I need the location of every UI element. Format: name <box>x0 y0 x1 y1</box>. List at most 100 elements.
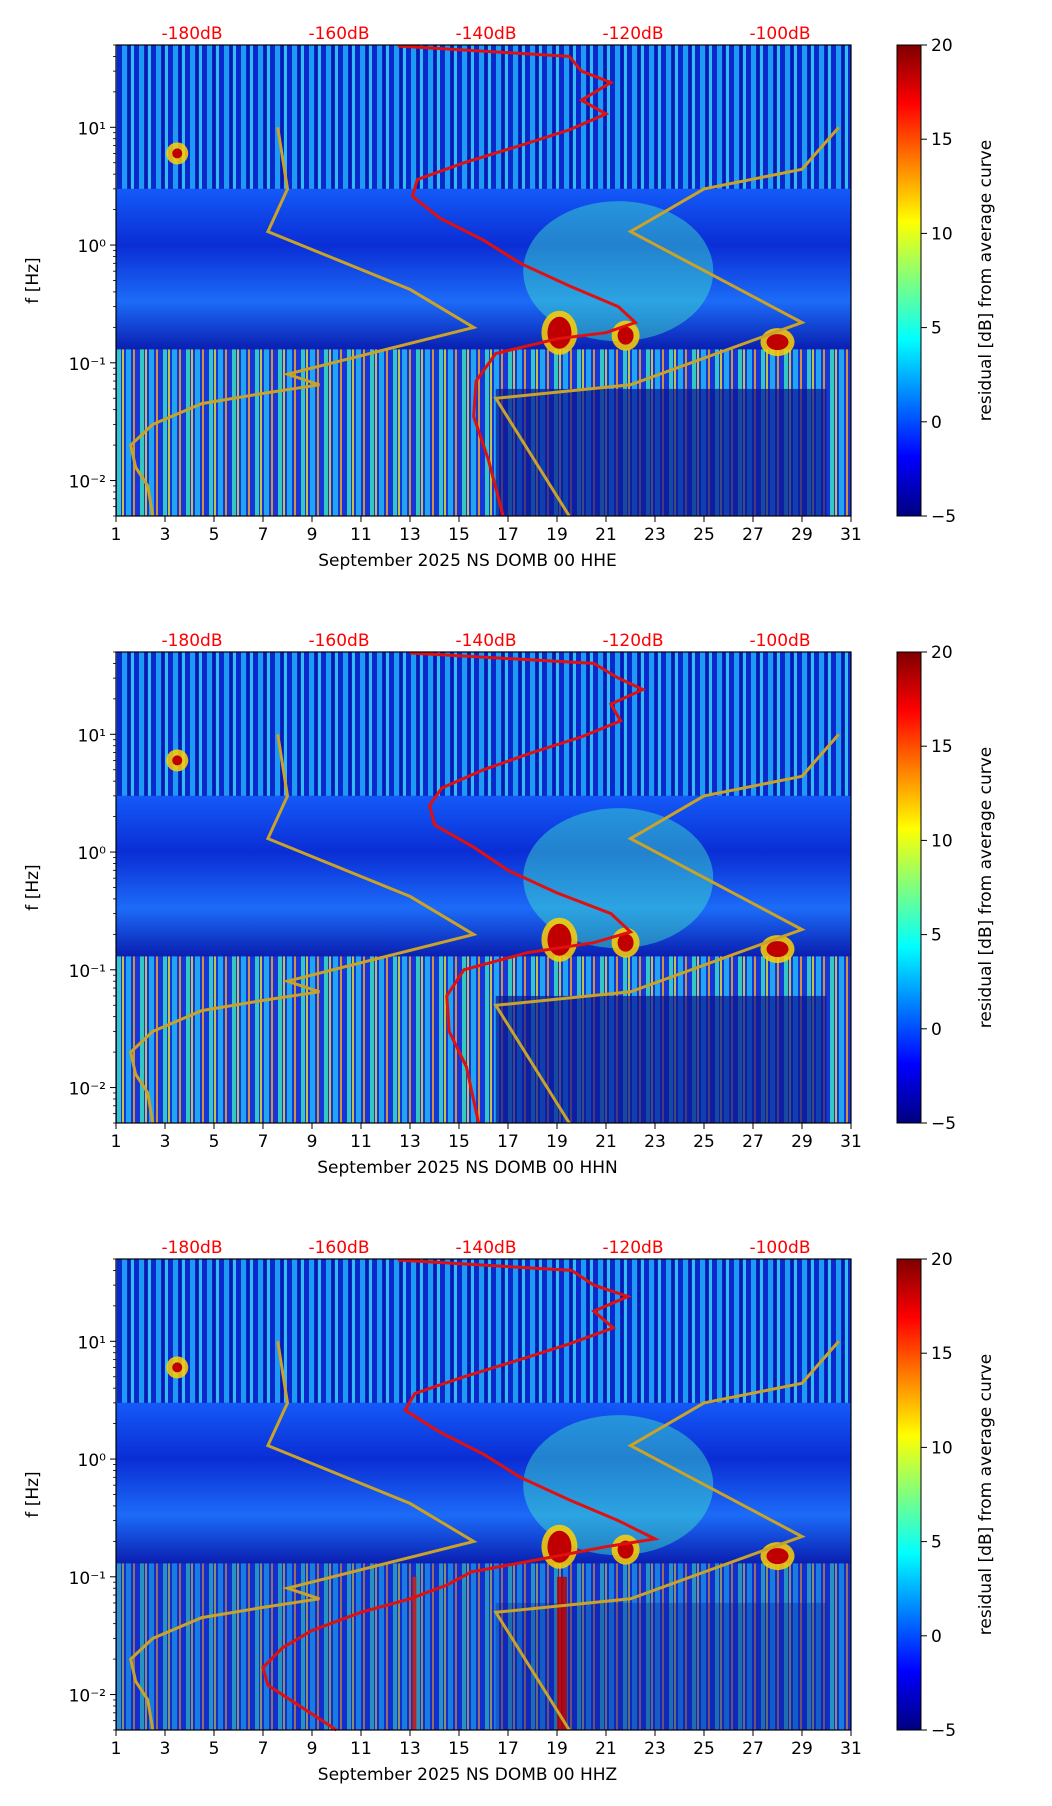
colorbar-tick-label: 5 <box>931 319 942 339</box>
colorbar-tick-label: 15 <box>931 1344 953 1364</box>
quiet-period-region <box>495 1602 827 1730</box>
x-tick-label: 11 <box>350 1739 372 1759</box>
colorbar-tick-label: 15 <box>931 737 953 757</box>
x-tick-label: 3 <box>160 525 171 545</box>
colorbar-tick-label: 10 <box>931 224 953 244</box>
colorbar-tick-label: 5 <box>931 926 942 946</box>
hotspot <box>766 941 789 958</box>
quiet-period-region <box>495 995 827 1123</box>
y-tick-label: 10⁻¹ <box>69 962 106 982</box>
y-tick-label: 10⁻¹ <box>69 1569 106 1589</box>
x-tick-label: 31 <box>840 1132 862 1152</box>
colorbar <box>896 1258 922 1731</box>
x-tick-label: 7 <box>258 1132 269 1152</box>
x-tick-label: 17 <box>497 1132 519 1152</box>
microseism-band <box>116 795 851 957</box>
top-db-label: -160dB <box>308 631 369 651</box>
x-tick-label: 25 <box>693 525 715 545</box>
x-tick-label: 19 <box>546 1132 568 1152</box>
x-tick-label: 1 <box>111 1132 122 1152</box>
x-tick-label: 19 <box>546 1739 568 1759</box>
colorbar-tick-label: 5 <box>931 1533 942 1553</box>
x-tick-label: 31 <box>840 525 862 545</box>
y-axis-label: f [Hz] <box>23 864 43 910</box>
x-tick-label: 3 <box>160 1132 171 1152</box>
x-tick-label: 29 <box>791 1132 813 1152</box>
hotspot <box>547 923 572 956</box>
top-db-label: -140dB <box>455 631 516 651</box>
top-db-label: -140dB <box>455 24 516 44</box>
top-db-label: -180dB <box>161 1238 222 1258</box>
high-model-line <box>493 126 840 517</box>
colorbar-tick-label: 10 <box>931 831 953 851</box>
x-tick-label: 13 <box>399 1132 421 1152</box>
hotspot <box>766 1548 789 1565</box>
x-tick-label: 23 <box>644 1739 666 1759</box>
x-axis-label: September 2025 NS DOMB 00 HHN <box>317 1158 617 1178</box>
top-db-label: -180dB <box>161 631 222 651</box>
colorbar <box>896 651 922 1124</box>
x-tick-label: 15 <box>448 1132 470 1152</box>
hotspot <box>617 933 634 952</box>
vertical-noise-burst <box>412 1576 417 1730</box>
y-tick-label: 10¹ <box>78 1333 106 1353</box>
x-tick-label: 7 <box>258 525 269 545</box>
colorbar-tick-label: 20 <box>931 643 953 663</box>
colorbar-tick-label: 0 <box>931 413 942 433</box>
x-tick-label: 1 <box>111 525 122 545</box>
storm-energy-glow <box>523 1415 714 1556</box>
x-tick-label: 17 <box>497 525 519 545</box>
y-tick-label: 10¹ <box>78 119 106 139</box>
x-tick-label: 9 <box>307 525 318 545</box>
hotspot <box>617 326 634 345</box>
colorbar-label: residual [dB] from average curve <box>976 140 996 421</box>
x-tick-label: 21 <box>595 525 617 545</box>
y-tick-label: 10⁻² <box>69 1687 106 1707</box>
top-db-label: -100dB <box>749 631 810 651</box>
x-tick-label: 5 <box>209 1739 220 1759</box>
x-tick-label: 7 <box>258 1739 269 1759</box>
x-axis-label: September 2025 NS DOMB 00 HHE <box>318 551 617 571</box>
high-model-line <box>493 1340 840 1731</box>
x-tick-label: 27 <box>742 1132 764 1152</box>
top-db-label: -100dB <box>749 24 810 44</box>
quiet-period-region <box>495 388 827 516</box>
hotspot <box>172 1362 183 1373</box>
top-db-label: -120dB <box>602 24 663 44</box>
top-db-label: -120dB <box>602 1238 663 1258</box>
top-db-label: -160dB <box>308 1238 369 1258</box>
high-frequency-texture <box>116 45 851 189</box>
y-tick-label: 10¹ <box>78 726 106 746</box>
colorbar-tick-label: 20 <box>931 1250 953 1270</box>
y-axis-label: f [Hz] <box>23 257 43 303</box>
hotspot <box>172 755 183 766</box>
microseism-band <box>116 188 851 350</box>
x-tick-label: 29 <box>791 525 813 545</box>
x-tick-label: 31 <box>840 1739 862 1759</box>
psd-curve <box>397 44 639 517</box>
y-tick-label: 10⁰ <box>78 844 107 864</box>
colorbar-tick-label: 0 <box>931 1627 942 1647</box>
low-frequency-texture <box>116 1563 851 1730</box>
psd-curve <box>261 1258 660 1732</box>
low-model-line <box>129 734 478 1124</box>
x-tick-label: 5 <box>209 1132 220 1152</box>
psd-curve <box>409 651 647 1124</box>
top-db-label: -180dB <box>161 24 222 44</box>
x-tick-label: 23 <box>644 525 666 545</box>
x-axis-label: September 2025 NS DOMB 00 HHZ <box>318 1765 617 1785</box>
storm-energy-glow <box>523 201 714 342</box>
top-db-label: -100dB <box>749 1238 810 1258</box>
x-tick-label: 13 <box>399 525 421 545</box>
x-tick-label: 9 <box>307 1739 318 1759</box>
colorbar-tick-label: 15 <box>931 130 953 150</box>
x-tick-label: 9 <box>307 1132 318 1152</box>
x-tick-label: 21 <box>595 1132 617 1152</box>
x-tick-label: 29 <box>791 1739 813 1759</box>
x-tick-label: 1 <box>111 1739 122 1759</box>
colorbar-tick-label: −5 <box>931 507 956 527</box>
hotspot <box>766 334 789 351</box>
